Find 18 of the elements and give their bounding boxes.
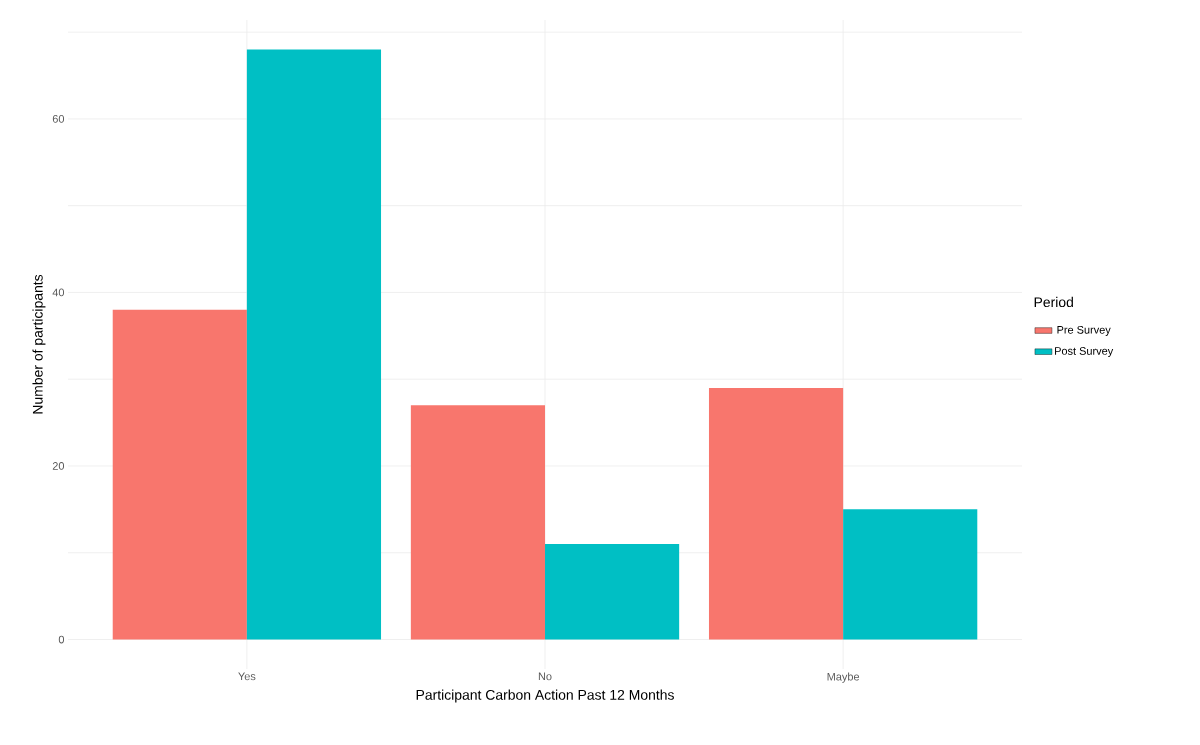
bar	[545, 544, 680, 640]
legend-title: Period	[1034, 296, 1073, 308]
x-tick-label: Maybe	[827, 672, 860, 683]
x-axis-title: Participant Carbon Action Past 12 Months	[416, 689, 674, 703]
bar	[708, 387, 844, 640]
y-tick-label: 20	[52, 462, 65, 470]
x-tick-label: Yes	[238, 672, 256, 681]
bar	[246, 49, 382, 640]
bar	[843, 509, 978, 640]
bar	[112, 309, 247, 640]
bar	[410, 405, 545, 640]
x-tick-label: No	[538, 672, 552, 681]
y-tick-label: 60	[52, 115, 65, 123]
y-tick-label: 40	[52, 288, 65, 297]
y-axis-title: Number of participants	[32, 274, 46, 414]
y-tick-label: 0	[58, 635, 65, 644]
legend-label: Pre Survey	[1057, 325, 1111, 336]
legend-label: Post Survey	[1055, 347, 1114, 358]
